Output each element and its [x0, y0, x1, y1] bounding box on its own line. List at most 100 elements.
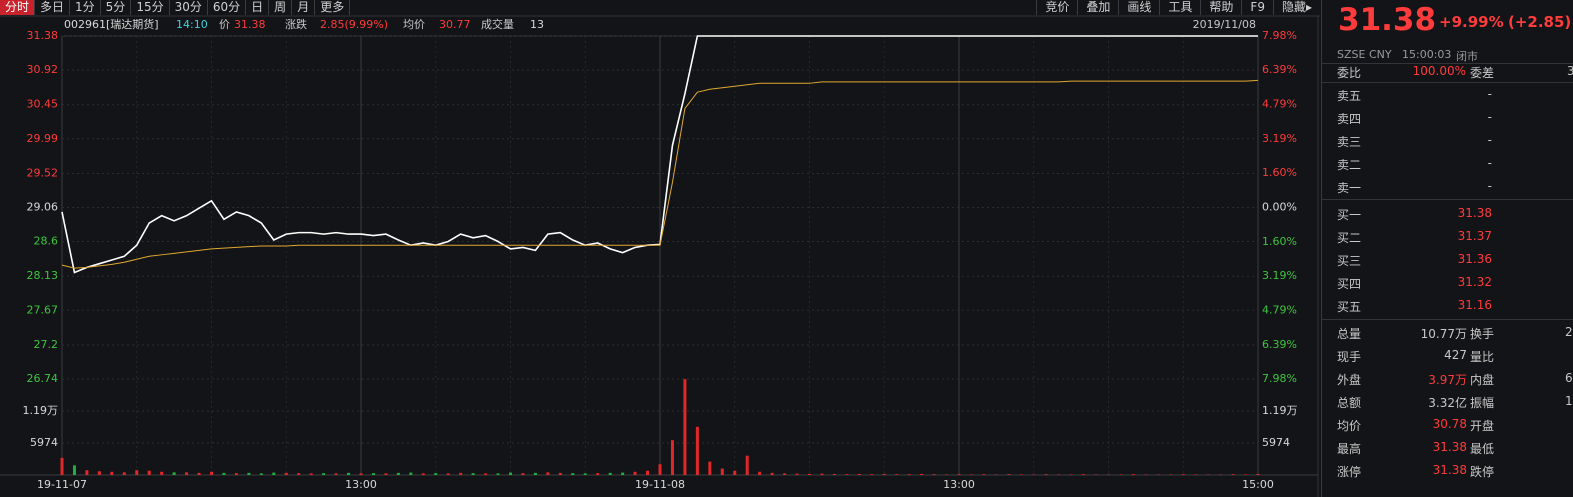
volume-bar [945, 474, 949, 475]
volume-bar [259, 473, 263, 475]
volume-bar [322, 473, 326, 475]
volume-bar [571, 473, 575, 475]
volume-bar [932, 474, 936, 475]
tab[interactable]: 5分 [101, 0, 132, 15]
volume-bar [309, 473, 313, 475]
volume-bar [758, 471, 762, 475]
volume-bar [957, 474, 961, 475]
y-tick-label: 26.74 [27, 372, 59, 385]
volume-bar [969, 474, 973, 475]
volume-bar [733, 470, 737, 475]
volume-label: 成交量 [481, 17, 514, 31]
tab[interactable]: 1分 [70, 0, 101, 15]
y-tick-label: 27.67 [27, 303, 59, 316]
volume-bar [60, 457, 64, 475]
stat-label: 量比 [1470, 350, 1495, 364]
y2-tick-label: 0.00% [1262, 201, 1297, 214]
tab[interactable]: 分时 [0, 0, 36, 15]
volume-bar [371, 473, 375, 475]
volume-bar [1007, 474, 1011, 475]
change: (+2.85) [1508, 13, 1572, 31]
volume-bar [85, 470, 89, 475]
tab[interactable]: 更多 [315, 0, 351, 15]
y-tick-label: 28.13 [27, 269, 59, 282]
volume-bar [384, 473, 388, 475]
tab[interactable]: 周 [269, 0, 293, 15]
stat-value: 3.97万 [1428, 373, 1467, 387]
tool-button[interactable]: 叠加 [1077, 0, 1118, 15]
volume-bar [496, 473, 500, 475]
volume-bar [695, 426, 699, 475]
ratio-label: 委比 [1337, 66, 1362, 80]
stat-label: 换手 [1470, 327, 1495, 341]
stat-label: 最高 [1337, 442, 1362, 456]
volume-tick-label: 1.19万 [1262, 404, 1298, 417]
volume-bar [920, 473, 924, 475]
volume-bar [745, 455, 749, 475]
stat-label: 涨停 [1337, 465, 1362, 479]
volume-bar [820, 473, 824, 475]
y-tick-label: 29.99 [27, 132, 59, 145]
tool-button[interactable]: 隐藏▸ [1272, 0, 1320, 15]
y2-tick-label: 1.60% [1262, 166, 1297, 179]
volume-bar [608, 472, 612, 475]
ask-label: 卖三 [1337, 135, 1362, 149]
x-tick-label: 19-11-07 [37, 478, 87, 491]
volume-bar [147, 470, 151, 475]
y2-tick-label: 6.39% [1262, 63, 1297, 76]
tool-button[interactable]: 帮助 [1200, 0, 1241, 15]
y2-tick-label: 3.19% [1262, 132, 1297, 145]
volume-bar [558, 472, 562, 475]
bid-label: 买四 [1337, 277, 1362, 291]
bid-label: 买三 [1337, 254, 1362, 268]
header-volume: 13 [530, 18, 544, 31]
volume-bar [683, 379, 687, 475]
volume-bar [247, 472, 251, 475]
volume-bar [633, 471, 637, 475]
stat-label: 总额 [1337, 396, 1362, 410]
volume-bar [1044, 474, 1048, 475]
avg-label: 均价 [403, 18, 425, 31]
diff-label: 委差 [1470, 66, 1495, 80]
quote-meta: 15:00:03 [1402, 48, 1452, 61]
ask-price: - [1487, 179, 1492, 193]
x-tick-label: 15:00 [1242, 478, 1274, 491]
stat-value: 31.38 [1432, 440, 1467, 454]
stat-label: 总量 [1337, 327, 1362, 341]
tab[interactable]: 15分 [131, 0, 170, 15]
volume-bar [222, 472, 226, 475]
tab[interactable]: 30分 [170, 0, 208, 15]
tab[interactable]: 60分 [208, 0, 247, 15]
volume-bar [334, 473, 338, 475]
volume-bar [832, 473, 836, 475]
volume-bar [895, 474, 899, 475]
price-line [61, 79, 1259, 269]
stat-label: 跌停 [1470, 465, 1495, 479]
stat-label: 开盘 [1470, 419, 1495, 433]
volume-bar [708, 461, 712, 475]
ask-label: 卖一 [1337, 181, 1362, 195]
big-price: 31.38 [1338, 2, 1437, 38]
x-tick-label: 13:00 [943, 478, 975, 491]
tool-button[interactable]: F9 [1241, 0, 1273, 15]
volume-bar [284, 472, 288, 475]
toolbar-left: 分时 多日 1分 5分 15分 30分 60分日周月更多 [0, 0, 351, 15]
header-change: 2.85(9.99%) [320, 18, 388, 31]
ask-price: - [1487, 156, 1492, 170]
volume-bar [1181, 474, 1185, 475]
volume-bar [1094, 474, 1098, 475]
tool-button[interactable]: 竞价 [1036, 0, 1077, 15]
volume-bar [1057, 474, 1061, 475]
volume-tick-label: 1.19万 [23, 404, 59, 417]
tab[interactable]: 多日 [35, 0, 71, 15]
volume-bar [1206, 474, 1210, 475]
y-tick-label: 31.38 [27, 29, 59, 42]
volume-bar [359, 473, 363, 475]
tool-button[interactable]: 画线 [1118, 0, 1159, 15]
tool-button[interactable]: 工具 [1159, 0, 1200, 15]
change-label: 涨跌 [285, 17, 307, 31]
ask-price: - [1487, 87, 1492, 101]
tab[interactable]: 月 [292, 0, 316, 15]
tab[interactable]: 日 [246, 0, 270, 15]
volume-bar [670, 440, 674, 475]
